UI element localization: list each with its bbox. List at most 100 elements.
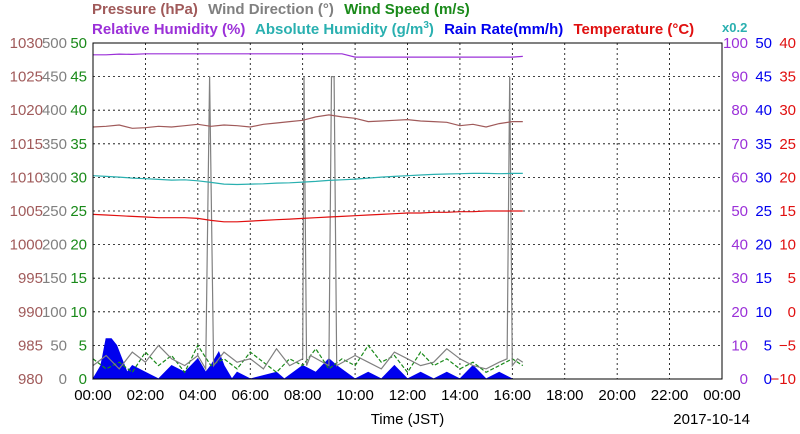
legend-absolute-humidity: Absolute Humidity (g/m3) <box>255 20 434 38</box>
legend-row-2: Relative Humidity (%) Absolute Humidity … <box>92 20 700 38</box>
tick-wind-speed: 50 <box>70 35 87 52</box>
tick-temperature: 10 <box>779 237 796 254</box>
tick-wind-direction: 200 <box>42 237 67 254</box>
tick-wind-speed: 10 <box>70 304 87 321</box>
tick-rain-rate: 20 <box>755 237 772 254</box>
tick-wind-direction: 0 <box>59 371 67 388</box>
tick-temperature: 20 <box>779 169 796 186</box>
tick-relative-humidity: 10 <box>731 337 748 354</box>
tick-pressure: 1000 <box>10 237 43 254</box>
tick-rain-rate: 25 <box>755 203 772 220</box>
tick-wind-direction: 350 <box>42 136 67 153</box>
tick-rain-rate: 10 <box>755 304 772 321</box>
tick-pressure: 990 <box>18 304 43 321</box>
tick-wind-direction: 100 <box>42 304 67 321</box>
tick-rain-rate: 40 <box>755 102 772 119</box>
legend-absolute-humidity-sup: 3 <box>423 20 429 31</box>
legend-row-1: Pressure (hPa) Wind Direction (°) Wind S… <box>92 1 476 18</box>
series-pressure-hpa <box>92 114 523 129</box>
tick-wind-speed: 45 <box>70 69 87 86</box>
tick-pressure: 980 <box>18 371 43 388</box>
tick-x: 00:00 <box>703 387 741 404</box>
tick-wind-direction: 250 <box>42 203 67 220</box>
series-layer <box>92 53 524 380</box>
tick-wind-speed: 20 <box>70 237 87 254</box>
tick-x: 22:00 <box>651 387 689 404</box>
tick-pressure: 1005 <box>10 203 43 220</box>
tick-wind-speed: 15 <box>70 270 87 287</box>
tick-wind-speed: 40 <box>70 102 87 119</box>
tick-temperature: 30 <box>779 102 796 119</box>
series-rain-rate-mm-h <box>92 338 513 380</box>
series-wind-direction <box>92 75 524 372</box>
tick-rain-rate: 45 <box>755 69 772 86</box>
grid <box>93 43 722 379</box>
tick-pressure: 1015 <box>10 136 43 153</box>
series-temperature-c <box>92 210 523 223</box>
tick-relative-humidity: 90 <box>731 69 748 86</box>
tick-x: 06:00 <box>231 387 269 404</box>
tick-relative-humidity: 30 <box>731 270 748 287</box>
tick-wind-direction: 450 <box>42 69 67 86</box>
tick-x: 08:00 <box>284 387 322 404</box>
series-relative-humidity <box>93 53 523 58</box>
tick-temperature: 35 <box>779 69 796 86</box>
tick-wind-speed: 35 <box>70 136 87 153</box>
legend-absolute-humidity-text: Absolute Humidity (g/m <box>255 21 424 38</box>
tick-pressure: 1025 <box>10 69 43 86</box>
tick-relative-humidity: 80 <box>731 102 748 119</box>
tick-wind-direction: 150 <box>42 270 67 287</box>
tick-pressure: 1020 <box>10 102 43 119</box>
tick-temperature: 40 <box>779 35 796 52</box>
tick-rain-rate: 50 <box>755 35 772 52</box>
tick-pressure: 1030 <box>10 35 43 52</box>
tick-x: 02:00 <box>127 387 165 404</box>
tick-wind-direction: 300 <box>42 169 67 186</box>
tick-wind-speed: 5 <box>79 337 87 354</box>
labels-layer: 1030102510201015101010051000995990985980… <box>10 35 796 428</box>
tick-relative-humidity: 0 <box>740 371 748 388</box>
tick-x: 14:00 <box>441 387 479 404</box>
tick-rain-rate: 35 <box>755 136 772 153</box>
legend-pressure: Pressure (hPa) <box>92 1 198 18</box>
tick-temperature: 25 <box>779 136 796 153</box>
tick-wind-direction: 500 <box>42 35 67 52</box>
tick-wind-speed: 0 <box>79 371 87 388</box>
tick-relative-humidity: 20 <box>731 304 748 321</box>
tick-temperature: 15 <box>779 203 796 220</box>
tick-relative-humidity: 60 <box>731 169 748 186</box>
x-axis-label: Time (JST) <box>371 411 445 428</box>
tick-temperature: −5 <box>779 337 796 354</box>
tick-rain-rate: 30 <box>755 169 772 186</box>
plot-frame <box>92 42 723 380</box>
legend-rain-rate: Rain Rate(mm/h) <box>444 21 564 38</box>
tick-x: 12:00 <box>389 387 427 404</box>
rain-scale-note: x0.2 <box>722 20 748 35</box>
tick-temperature: 0 <box>788 304 796 321</box>
tick-wind-speed: 25 <box>70 203 87 220</box>
tick-relative-humidity: 40 <box>731 237 748 254</box>
tick-pressure: 995 <box>18 270 43 287</box>
tick-pressure: 1010 <box>10 169 43 186</box>
tick-temperature: −10 <box>771 371 796 388</box>
tick-x: 10:00 <box>336 387 374 404</box>
tick-rain-rate: 5 <box>764 337 772 354</box>
tick-pressure: 985 <box>18 337 43 354</box>
tick-x: 16:00 <box>494 387 532 404</box>
series-absolute-humidity-g-m <box>92 172 523 186</box>
tick-relative-humidity: 100 <box>723 35 748 52</box>
tick-wind-speed: 30 <box>70 169 87 186</box>
tick-x: 18:00 <box>546 387 584 404</box>
date-label: 2017-10-14 <box>673 411 750 428</box>
legend-wind-direction: Wind Direction (°) <box>208 1 334 18</box>
axes-layer <box>92 42 723 380</box>
tick-wind-direction: 400 <box>42 102 67 119</box>
tick-relative-humidity: 70 <box>731 136 748 153</box>
legend-wind-speed: Wind Speed (m/s) <box>344 1 470 18</box>
tick-x: 04:00 <box>179 387 217 404</box>
tick-x: 20:00 <box>598 387 636 404</box>
legend-temperature: Temperature (°C) <box>573 21 695 38</box>
tick-x: 00:00 <box>74 387 112 404</box>
legend-absolute-humidity-close: ) <box>428 21 434 38</box>
tick-temperature: 5 <box>788 270 796 287</box>
